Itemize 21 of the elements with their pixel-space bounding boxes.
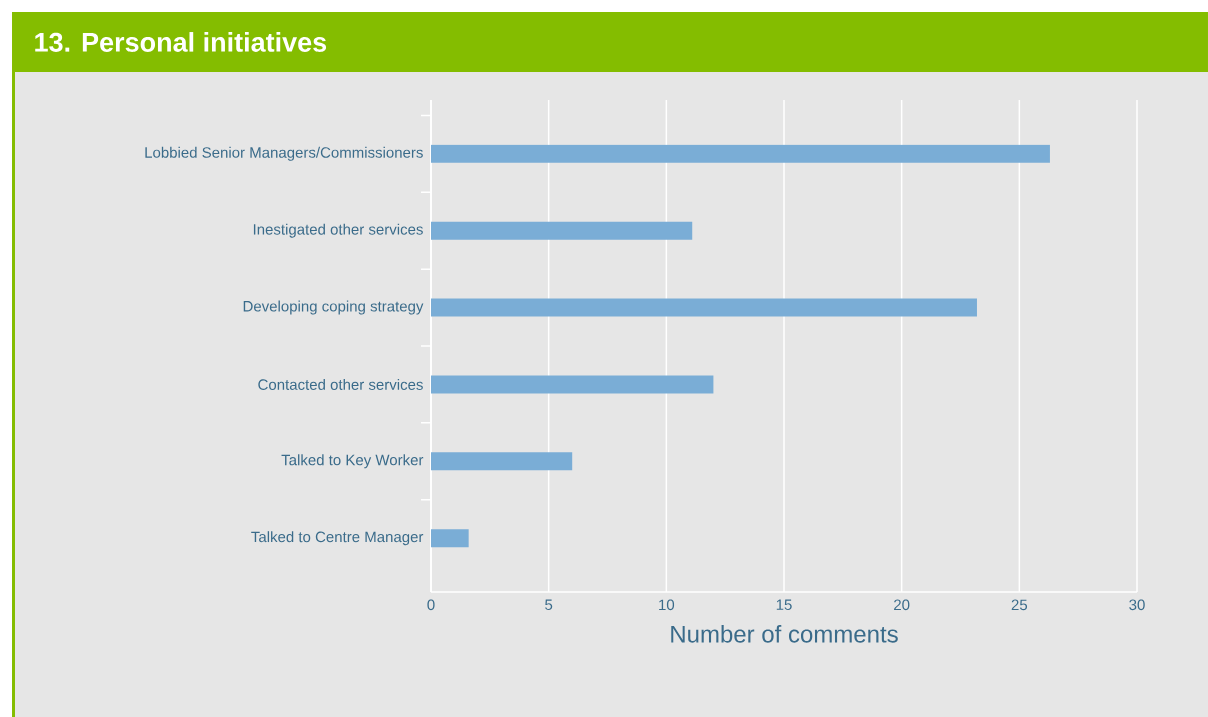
- y-tick-label: Lobbied Senior Managers/Commissioners: [145, 146, 423, 161]
- x-tick-label: 5: [545, 599, 553, 610]
- bar: [431, 298, 977, 317]
- y-tick-label: Developing coping strategy: [243, 300, 424, 315]
- x-axis-title: Number of comments: [671, 625, 898, 643]
- x-tick-label: 20: [894, 599, 910, 611]
- y-tick-label: Talked to Key Worker: [281, 454, 424, 469]
- text: 13. Personal initiatives: [35, 32, 327, 52]
- bar: [431, 144, 1050, 163]
- y-tick-label: Contacted other services: [258, 378, 423, 390]
- y-tick-label: Talked to Centre Manager: [251, 531, 424, 546]
- bar: [431, 375, 714, 394]
- x-tick-label: 15: [776, 599, 792, 610]
- x-tick-label: 0: [427, 599, 435, 611]
- bar: [431, 452, 573, 471]
- x-tick-label: 25: [1011, 599, 1028, 611]
- bar: [431, 221, 693, 240]
- x-tick-label: 10: [659, 599, 675, 611]
- y-tick-label: Inestigated other services: [253, 223, 423, 238]
- x-tick-label: 30: [1129, 599, 1145, 611]
- bar: [431, 529, 469, 548]
